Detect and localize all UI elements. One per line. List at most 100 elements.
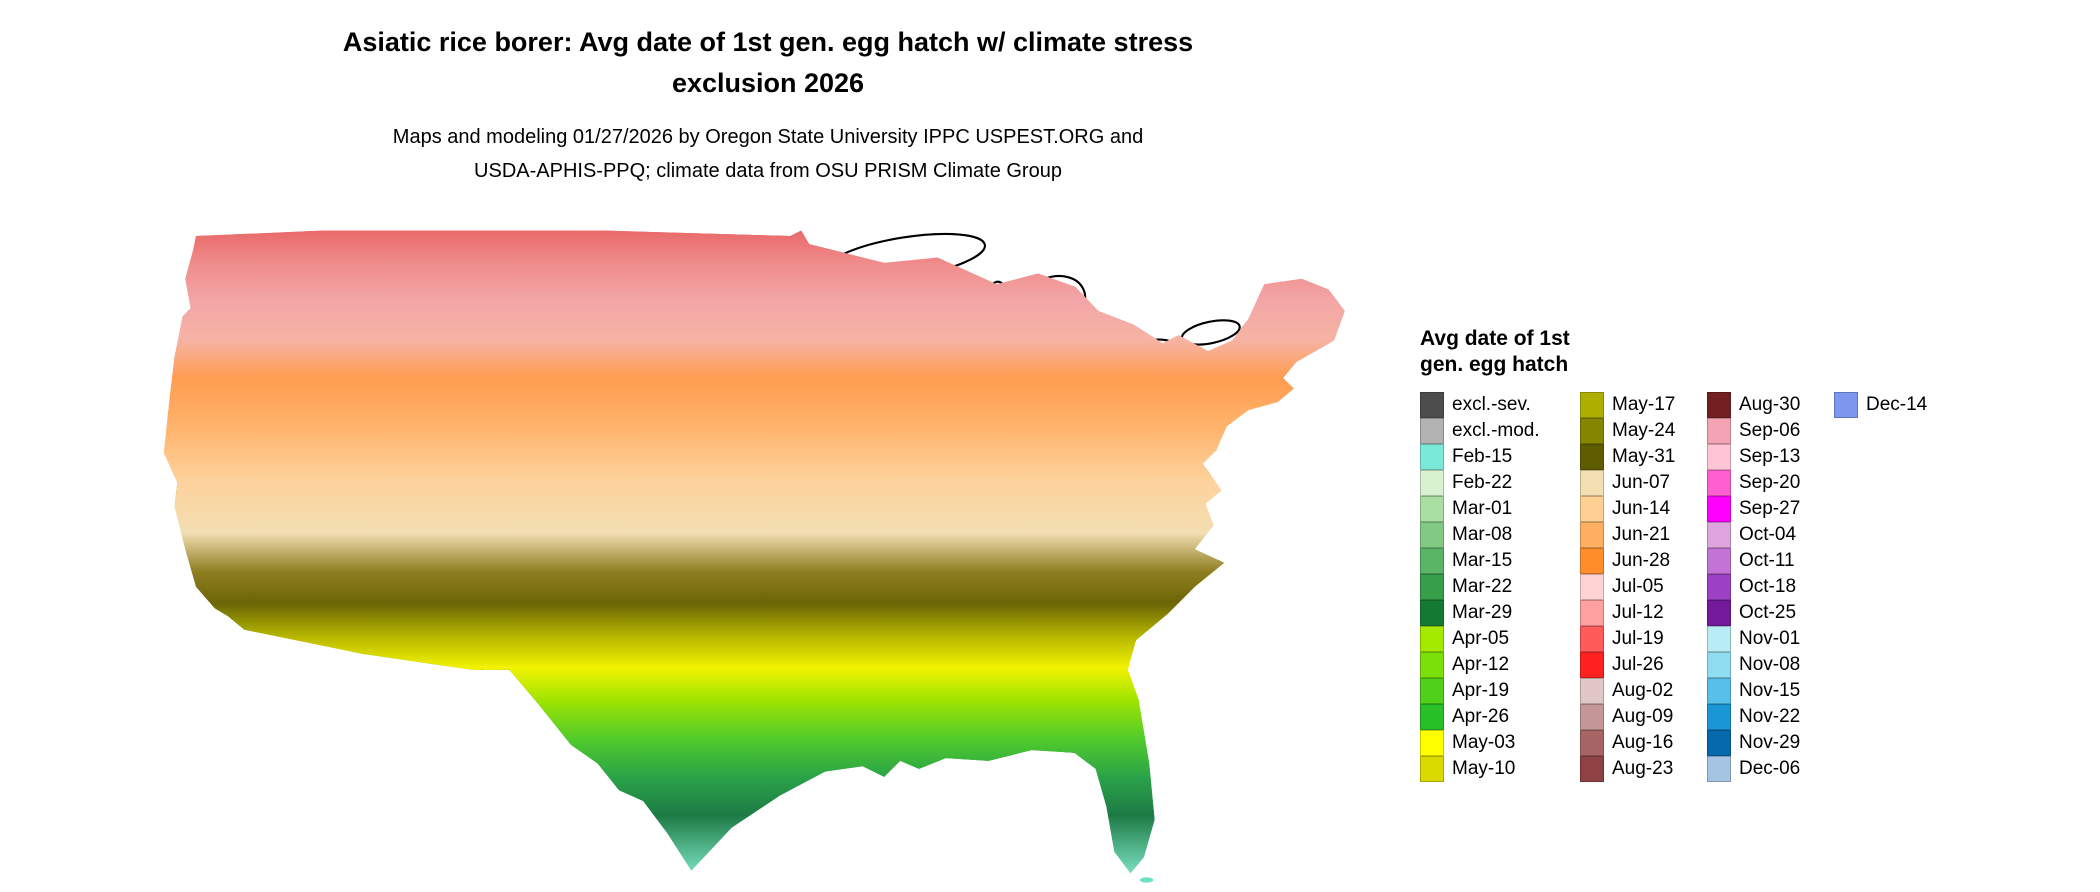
legend-swatch (1420, 392, 1444, 418)
legend-entry-oct-04: Oct-04 (1707, 522, 1834, 548)
legend-entry-label: Aug-02 (1612, 680, 1674, 701)
legend-swatch (1420, 626, 1444, 652)
legend-entry-jul-12: Jul-12 (1580, 600, 1707, 626)
legend-entry-label: Feb-22 (1452, 472, 1513, 493)
legend-entry-jun-21: Jun-21 (1580, 522, 1707, 548)
legend-swatch (1420, 704, 1444, 730)
legend-entry-label: Jun-07 (1612, 472, 1671, 493)
legend-swatch (1420, 496, 1444, 522)
legend-swatch (1707, 522, 1731, 548)
legend-column: Dec-14 (1834, 392, 1927, 418)
legend-entry-feb-15: Feb-15 (1420, 444, 1580, 470)
legend-swatch (1580, 574, 1604, 600)
legend-entry-excl-sev-: excl.-sev. (1420, 392, 1580, 418)
legend-swatch (1707, 730, 1731, 756)
legend-column: Aug-30 Sep-06 Sep-13 Sep-20 Sep-27 Oct-04 Oct-… (1707, 392, 1834, 782)
legend-entry-label: Nov-29 (1739, 732, 1801, 753)
legend-entry-label: Dec-06 (1739, 758, 1801, 779)
legend-swatch (1580, 496, 1604, 522)
legend-entry-label: Oct-18 (1739, 576, 1797, 597)
legend-swatch (1420, 470, 1444, 496)
legend-entry-label: Sep-20 (1739, 472, 1801, 493)
legend-swatch (1707, 548, 1731, 574)
legend-entry-nov-29: Nov-29 (1707, 730, 1834, 756)
us-map-container (161, 228, 1373, 884)
legend-entry-label: Nov-15 (1739, 680, 1801, 701)
legend-entry-label: Apr-12 (1452, 654, 1510, 675)
legend-swatch (1420, 548, 1444, 574)
legend-entry-jun-28: Jun-28 (1580, 548, 1707, 574)
legend-entry-label: Apr-19 (1452, 680, 1510, 701)
legend-entry-oct-25: Oct-25 (1707, 600, 1834, 626)
legend-swatch (1707, 600, 1731, 626)
legend-entry-sep-20: Sep-20 (1707, 470, 1834, 496)
legend-entry-label: Mar-15 (1452, 550, 1513, 571)
legend-entry-label: Jul-26 (1612, 654, 1664, 675)
legend-entry-may-03: May-03 (1420, 730, 1580, 756)
legend-swatch (1707, 444, 1731, 470)
legend-entry-label: Dec-14 (1866, 394, 1928, 415)
legend-entry-nov-22: Nov-22 (1707, 704, 1834, 730)
legend-swatch (1420, 756, 1444, 782)
legend-entry-jul-26: Jul-26 (1580, 652, 1707, 678)
florida-keys (1139, 877, 1154, 883)
legend-entry-aug-09: Aug-09 (1580, 704, 1707, 730)
legend-entry-label: Nov-01 (1739, 628, 1801, 649)
legend-entry-label: Sep-27 (1739, 498, 1801, 519)
legend-entry-label: Mar-29 (1452, 602, 1513, 623)
legend-entry-label: Oct-11 (1739, 550, 1795, 571)
legend-entry-mar-15: Mar-15 (1420, 548, 1580, 574)
legend-entry-aug-02: Aug-02 (1580, 678, 1707, 704)
legend-entry-label: Sep-06 (1739, 420, 1801, 441)
legend-swatch (1420, 600, 1444, 626)
legend-entry-mar-22: Mar-22 (1420, 574, 1580, 600)
legend-entry-label: Aug-09 (1612, 706, 1674, 727)
legend-entry-apr-05: Apr-05 (1420, 626, 1580, 652)
legend-entry-mar-01: Mar-01 (1420, 496, 1580, 522)
legend-entry-sep-06: Sep-06 (1707, 418, 1834, 444)
legend-entry-label: Aug-16 (1612, 732, 1674, 753)
legend-swatch (1580, 600, 1604, 626)
legend-swatch (1580, 444, 1604, 470)
legend-swatch (1707, 652, 1731, 678)
legend-entry-label: Feb-15 (1452, 446, 1513, 467)
legend-swatch (1580, 678, 1604, 704)
legend-swatch (1420, 522, 1444, 548)
legend-entry-excl-mod-: excl.-mod. (1420, 418, 1580, 444)
legend-title: Avg date of 1st gen. egg hatch (1420, 327, 1570, 376)
legend-entry-mar-08: Mar-08 (1420, 522, 1580, 548)
legend-entry-aug-23: Aug-23 (1580, 756, 1707, 782)
legend-swatch (1420, 444, 1444, 470)
legend-entry-label: Aug-30 (1739, 394, 1801, 415)
legend-entry-sep-27: Sep-27 (1707, 496, 1834, 522)
legend-entry-label: Mar-08 (1452, 524, 1513, 545)
legend-entry-dec-14: Dec-14 (1834, 392, 1927, 418)
legend-entry-nov-08: Nov-08 (1707, 652, 1834, 678)
legend-entry-may-17: May-17 (1580, 392, 1707, 418)
map-attribution: Maps and modeling 01/27/2026 by Oregon S… (392, 126, 1144, 182)
legend-entry-label: Sep-13 (1739, 446, 1801, 467)
legend-swatch (1420, 418, 1444, 444)
legend-swatch (1580, 704, 1604, 730)
legend-entry-label: Mar-01 (1452, 498, 1513, 519)
legend-entry-jul-05: Jul-05 (1580, 574, 1707, 600)
legend-entry-label: Nov-08 (1739, 654, 1801, 675)
legend-swatch (1707, 470, 1731, 496)
legend-entry-mar-29: Mar-29 (1420, 600, 1580, 626)
legend-entry-feb-22: Feb-22 (1420, 470, 1580, 496)
legend-entry-aug-30: Aug-30 (1707, 392, 1834, 418)
legend-swatch (1580, 652, 1604, 678)
legend-swatch (1580, 756, 1604, 782)
legend-entry-label: May-17 (1612, 394, 1676, 415)
legend-swatch (1707, 704, 1731, 730)
legend-swatch (1707, 756, 1731, 782)
legend-entry-label: Oct-25 (1739, 602, 1797, 623)
legend: Avg date of 1st gen. egg hatch excl.-sev… (1420, 326, 1927, 782)
legend-entry-label: Jul-05 (1612, 576, 1664, 597)
legend-entry-label: Jul-12 (1612, 602, 1664, 623)
legend-entry-nov-15: Nov-15 (1707, 678, 1834, 704)
legend-entry-label: Jun-28 (1612, 550, 1671, 571)
legend-swatch (1707, 496, 1731, 522)
legend-entry-label: May-31 (1612, 446, 1676, 467)
legend-swatch (1707, 626, 1731, 652)
